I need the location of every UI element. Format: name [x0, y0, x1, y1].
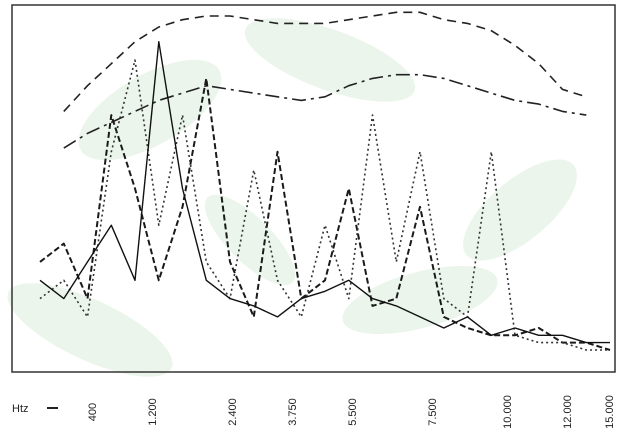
- x-tick-label: 3.750: [287, 398, 299, 426]
- x-tick-label: 2.400: [227, 398, 239, 426]
- x-axis-label: Htz: [12, 403, 29, 415]
- x-tick-label: 5.500: [347, 398, 359, 426]
- series-line: [39, 77, 611, 351]
- watermark: [7, 18, 577, 377]
- x-tick-label: 12.000: [562, 395, 574, 429]
- x-tick-label: 15.000: [604, 395, 616, 429]
- x-tick-label: 10.000: [502, 395, 514, 429]
- series-line: [39, 41, 610, 344]
- series-line: [39, 59, 610, 351]
- series-line: [63, 73, 587, 149]
- plot-frame: [11, 4, 616, 373]
- x-tick-label: 1.200: [147, 398, 159, 426]
- x-tick-label: 400: [87, 403, 99, 421]
- x-tick-label: 7.500: [427, 398, 439, 426]
